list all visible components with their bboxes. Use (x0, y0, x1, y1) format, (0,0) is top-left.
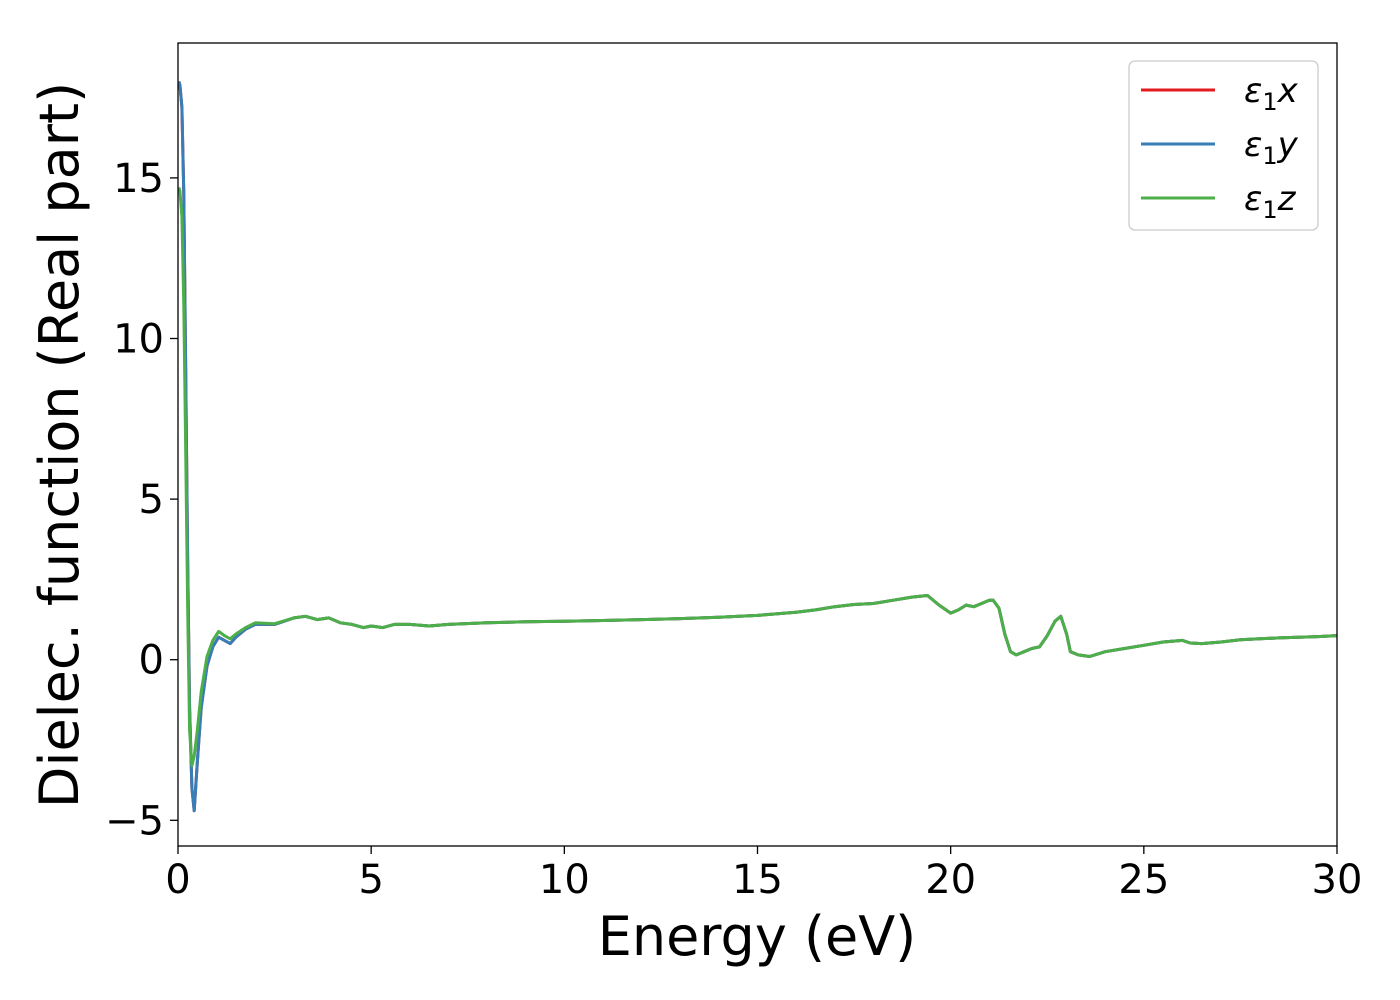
series-line-z (178, 187, 1337, 768)
x-tick-label: 20 (925, 857, 976, 903)
x-tick-label: 15 (732, 857, 783, 903)
y-tick-label: 15 (113, 156, 164, 202)
y-tick-label: −5 (105, 798, 164, 844)
x-axis-title: Energy (eV) (598, 905, 917, 968)
x-tick-label: 25 (1118, 857, 1169, 903)
legend-label-z: ε1z (1244, 179, 1297, 224)
x-tick-label: 5 (358, 857, 383, 903)
y-tick-label: 5 (139, 477, 164, 523)
legend: ε1x ε1y ε1z (1128, 60, 1319, 231)
legend-label-x: ε1x (1244, 71, 1299, 116)
x-tick-label: 0 (165, 857, 190, 903)
legend-label-y: ε1y (1244, 125, 1299, 170)
x-tick-label: 10 (539, 857, 590, 903)
y-tick-label: 10 (113, 317, 164, 363)
y-axis: −5 0 5 10 15 (105, 156, 178, 844)
y-axis-title: Dielec. function (Real part) (28, 82, 91, 808)
y-tick-label: 0 (139, 638, 164, 684)
x-tick-label: 30 (1312, 857, 1363, 903)
x-axis: 0 5 10 15 20 25 30 (165, 846, 1362, 903)
series-layer (178, 81, 1337, 813)
legend-box (1128, 60, 1319, 231)
